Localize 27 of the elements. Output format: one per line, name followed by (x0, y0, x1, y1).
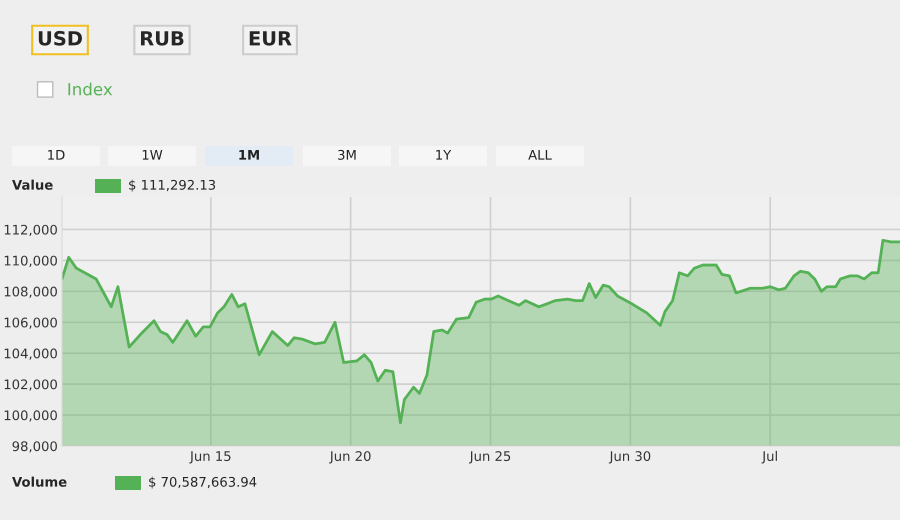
text: 1M (239, 150, 259, 160)
text: $ 111,292.13 (129, 180, 216, 192)
x-tick-label: Jul (762, 450, 777, 464)
x-tick-label: Jun 15 (189, 451, 230, 464)
x-tick-label: Jun 30 (608, 451, 650, 464)
text: ALL (528, 150, 552, 160)
x-tick-label: Jun 25 (469, 451, 510, 464)
text: Value (12, 180, 53, 190)
text: $ 70,587,663.94 (149, 476, 256, 489)
y-tick-label: 106,000 (4, 317, 57, 329)
text: USD (38, 30, 82, 46)
x-tick-label: Jun 20 (329, 451, 371, 464)
text: 1Y (436, 150, 452, 160)
text: Index (68, 82, 112, 96)
text: 1D (48, 150, 64, 160)
text: EUR (250, 31, 292, 46)
text: 1W (142, 150, 162, 160)
text: 3M (338, 150, 356, 160)
y-tick-label: 98,000 (12, 441, 57, 453)
y-tick-label: 112,000 (4, 224, 57, 236)
y-tick-label: 100,000 (4, 410, 57, 422)
text: Volume (12, 476, 67, 487)
y-tick-label: 102,000 (4, 379, 57, 391)
y-tick-label: 104,000 (4, 348, 57, 360)
text: RUB (140, 31, 184, 46)
y-tick-label: 108,000 (4, 286, 57, 298)
y-tick-label: 110,000 (4, 256, 57, 267)
